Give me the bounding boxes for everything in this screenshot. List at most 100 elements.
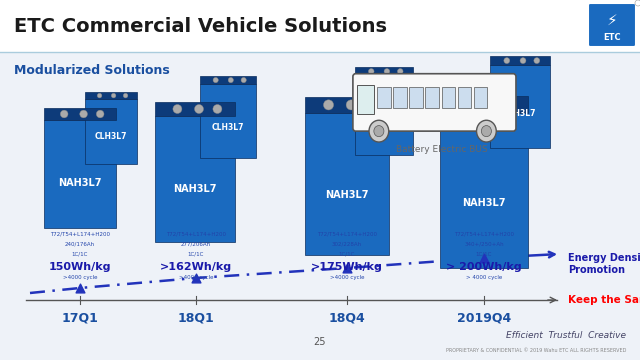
Circle shape [124,93,128,98]
Bar [305,113,389,255]
Circle shape [534,58,540,64]
Circle shape [477,120,496,142]
Text: >4000 cycle: >4000 cycle [63,275,97,280]
Text: 1C/1C: 1C/1C [72,252,88,257]
Text: NAH3L7: NAH3L7 [173,184,217,194]
Point [479,255,489,261]
Bar [305,97,389,113]
Circle shape [397,69,403,74]
Bar [440,96,528,113]
Text: ETC: ETC [603,32,621,41]
Bar [44,120,116,228]
Bar [0,0,640,52]
Circle shape [228,77,234,83]
Text: CLH3L7: CLH3L7 [504,109,536,118]
Text: T72/T54+L174+H200: T72/T54+L174+H200 [454,232,514,237]
Circle shape [195,104,204,113]
Circle shape [97,93,102,98]
Circle shape [80,110,88,118]
Text: 150Wh/kg: 150Wh/kg [49,262,111,272]
Text: T72/T54+L174+H200: T72/T54+L174+H200 [50,232,110,237]
Bar [155,102,235,116]
Bar [357,85,374,114]
Text: 240/176Ah: 240/176Ah [65,242,95,247]
Circle shape [323,100,333,110]
Text: Efficient  Trustful  Creative: Efficient Trustful Creative [506,332,626,341]
Text: 302/228Ah: 302/228Ah [332,242,362,247]
Text: CLH3L7: CLH3L7 [95,132,127,141]
Text: 1C/1C: 1C/1C [476,252,492,257]
Text: 25: 25 [314,337,326,347]
Text: NAH3L7: NAH3L7 [325,190,369,200]
Text: > 200Wh/kg: > 200Wh/kg [446,262,522,272]
Text: Modularized Solutions: Modularized Solutions [14,63,170,77]
Text: PROPRIETARY & CONFIDENTIAL © 2019 Wahu ETC ALL RIGHTS RESERVED: PROPRIETARY & CONFIDENTIAL © 2019 Wahu E… [445,347,626,352]
Text: >4000 cycle: >4000 cycle [330,275,364,280]
FancyBboxPatch shape [353,74,516,131]
Text: CLH3L7: CLH3L7 [212,122,244,131]
Bar [44,108,116,120]
Bar [426,86,439,108]
Circle shape [483,99,494,110]
Text: >162Wh/kg: >162Wh/kg [160,262,232,272]
Circle shape [346,100,356,110]
Bar [155,116,235,242]
Text: >175Wh/kg: >175Wh/kg [311,262,383,272]
Text: 18Q4: 18Q4 [328,311,365,324]
Bar [200,76,256,84]
Text: Energy Density
Promotion: Energy Density Promotion [568,253,640,275]
Text: 340+/250+Ah: 340+/250+Ah [464,242,504,247]
Bar [355,76,413,155]
Circle shape [384,69,390,74]
Circle shape [365,100,376,110]
Circle shape [459,99,470,110]
Circle shape [481,126,492,137]
Circle shape [635,0,640,6]
Bar [490,56,550,65]
Bar [393,86,406,108]
Text: >4000 cycle: >4000 cycle [179,275,213,280]
Bar [85,92,137,99]
Text: Battery Electric BUS: Battery Electric BUS [396,145,488,154]
Circle shape [241,77,246,83]
Text: 1C/1C: 1C/1C [188,252,204,257]
Text: 2019Q4: 2019Q4 [457,311,511,324]
Circle shape [213,104,222,113]
Circle shape [96,110,104,118]
Text: 18Q1: 18Q1 [178,311,214,324]
Bar [410,86,423,108]
Circle shape [173,104,182,113]
Bar [85,99,137,164]
Text: 1C/1C: 1C/1C [339,252,355,257]
Bar [442,86,455,108]
Text: Keep the Same Size: Keep the Same Size [568,295,640,305]
Circle shape [60,110,68,118]
Text: NAH3L7: NAH3L7 [58,177,102,188]
Circle shape [504,58,509,64]
Text: 277/206Ah: 277/206Ah [181,242,211,247]
Circle shape [503,99,514,110]
Circle shape [213,77,218,83]
Bar [490,65,550,148]
Circle shape [520,58,526,64]
Bar [458,86,471,108]
Text: > 4000 cycle: > 4000 cycle [466,275,502,280]
Text: T72/T54+L174+H200: T72/T54+L174+H200 [317,232,377,237]
Circle shape [374,126,384,137]
Text: CLH3L7: CLH3L7 [368,117,400,126]
Circle shape [111,93,116,98]
Text: 17Q1: 17Q1 [61,311,99,324]
Bar [355,67,413,76]
Bar [440,113,528,268]
Text: ⚡: ⚡ [607,13,618,28]
Bar [200,84,256,158]
Circle shape [369,120,388,142]
Bar [377,86,390,108]
Circle shape [369,69,374,74]
Text: ETC Commercial Vehicle Solutions: ETC Commercial Vehicle Solutions [14,17,387,36]
Bar [474,86,487,108]
Point [342,265,352,271]
Point [75,285,85,291]
FancyBboxPatch shape [588,3,636,47]
Point [191,275,201,281]
